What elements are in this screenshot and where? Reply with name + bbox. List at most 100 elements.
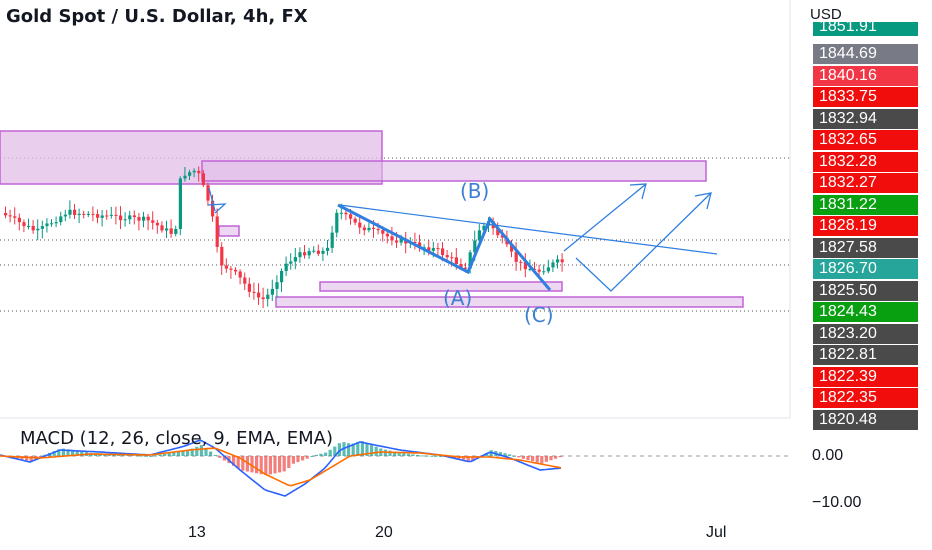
trend-line[interactable] bbox=[339, 204, 718, 255]
candle-body[interactable] bbox=[316, 250, 320, 254]
macd-line[interactable] bbox=[0, 439, 562, 497]
candle-body[interactable] bbox=[266, 294, 270, 300]
price-tag[interactable]: 1831.22 bbox=[813, 194, 918, 215]
candle-body[interactable] bbox=[546, 267, 550, 272]
candle-body[interactable] bbox=[174, 228, 178, 234]
price-tag[interactable]: 1832.28 bbox=[813, 151, 918, 172]
price-tag[interactable]: 1840.16 bbox=[813, 65, 918, 86]
candle-body[interactable] bbox=[128, 215, 132, 220]
candle-body[interactable] bbox=[473, 240, 477, 253]
candle-body[interactable] bbox=[132, 215, 136, 218]
wave-path[interactable] bbox=[337, 203, 552, 291]
candle-body[interactable] bbox=[537, 269, 541, 272]
candle-body[interactable] bbox=[335, 212, 339, 233]
price-tag[interactable]: 1822.81 bbox=[813, 345, 918, 365]
candle-body[interactable] bbox=[13, 216, 17, 218]
candle-body[interactable] bbox=[40, 226, 44, 229]
zone-box[interactable] bbox=[201, 160, 707, 182]
candle-body[interactable] bbox=[257, 292, 261, 298]
candle-body[interactable] bbox=[381, 230, 385, 234]
candle-body[interactable] bbox=[142, 216, 146, 221]
candle-body[interactable] bbox=[270, 288, 274, 295]
candle-body[interactable] bbox=[31, 225, 35, 231]
candle-body[interactable] bbox=[280, 270, 284, 283]
candle-body[interactable] bbox=[353, 218, 357, 223]
candle-body[interactable] bbox=[261, 297, 265, 300]
candle-body[interactable] bbox=[247, 283, 251, 292]
candle-body[interactable] bbox=[307, 251, 311, 256]
candle-body[interactable] bbox=[367, 227, 371, 231]
candle-body[interactable] bbox=[17, 217, 21, 223]
candle-body[interactable] bbox=[560, 259, 564, 263]
candle-body[interactable] bbox=[312, 250, 316, 252]
candle-body[interactable] bbox=[275, 282, 279, 289]
candle-body[interactable] bbox=[289, 261, 293, 264]
candle-body[interactable] bbox=[445, 255, 449, 258]
candle-body[interactable] bbox=[418, 242, 422, 248]
signal-line[interactable] bbox=[0, 447, 562, 487]
price-tag[interactable]: 1822.39 bbox=[813, 366, 918, 387]
candle-body[interactable] bbox=[91, 213, 95, 215]
candle-body[interactable] bbox=[482, 225, 486, 231]
price-tag[interactable]: 1827.58 bbox=[813, 237, 918, 258]
candle-body[interactable] bbox=[551, 262, 555, 268]
candle-body[interactable] bbox=[146, 216, 150, 221]
candle-body[interactable] bbox=[372, 227, 376, 229]
candle-body[interactable] bbox=[211, 200, 215, 217]
candle-body[interactable] bbox=[114, 214, 118, 216]
candle-body[interactable] bbox=[77, 213, 81, 216]
candle-body[interactable] bbox=[105, 215, 109, 217]
candle-body[interactable] bbox=[362, 227, 366, 231]
candle-body[interactable] bbox=[96, 214, 100, 218]
projection-arrows[interactable] bbox=[207, 183, 712, 292]
candle-body[interactable] bbox=[556, 259, 560, 263]
candle-body[interactable] bbox=[63, 214, 67, 217]
candle-body[interactable] bbox=[160, 225, 164, 231]
candle-body[interactable] bbox=[533, 268, 537, 270]
candle-body[interactable] bbox=[528, 268, 532, 270]
price-tag[interactable]: 1823.20 bbox=[813, 323, 918, 344]
candle-body[interactable] bbox=[454, 257, 458, 264]
candle-body[interactable] bbox=[298, 252, 302, 258]
candle-body[interactable] bbox=[542, 271, 546, 273]
zone-box[interactable] bbox=[218, 225, 240, 237]
candle-body[interactable] bbox=[86, 213, 90, 215]
price-tag[interactable]: 1822.35 bbox=[813, 388, 918, 408]
candle-body[interactable] bbox=[169, 228, 173, 234]
zone-box[interactable] bbox=[319, 281, 563, 292]
candle-body[interactable] bbox=[496, 228, 500, 236]
candle-body[interactable] bbox=[54, 222, 58, 224]
candle-body[interactable] bbox=[500, 235, 504, 238]
candle-body[interactable] bbox=[234, 269, 238, 272]
candle-body[interactable] bbox=[519, 261, 523, 263]
candle-body[interactable] bbox=[464, 267, 468, 269]
candle-body[interactable] bbox=[284, 263, 288, 271]
candle-body[interactable] bbox=[431, 248, 435, 251]
candle-body[interactable] bbox=[151, 220, 155, 223]
candle-body[interactable] bbox=[109, 214, 113, 216]
candle-body[interactable] bbox=[201, 173, 205, 186]
price-tag[interactable]: 1832.65 bbox=[813, 130, 918, 150]
candle-body[interactable] bbox=[252, 291, 256, 293]
candle-body[interactable] bbox=[45, 223, 49, 227]
candle-body[interactable] bbox=[229, 268, 233, 270]
candle-body[interactable] bbox=[8, 215, 12, 217]
candle-body[interactable] bbox=[344, 212, 348, 215]
candle-body[interactable] bbox=[459, 263, 463, 268]
zone-box[interactable] bbox=[275, 296, 744, 308]
candle-body[interactable] bbox=[358, 222, 362, 228]
candle-body[interactable] bbox=[27, 225, 31, 227]
candle-body[interactable] bbox=[436, 248, 440, 250]
candle-body[interactable] bbox=[330, 232, 334, 248]
candle-body[interactable] bbox=[385, 233, 389, 237]
candle-body[interactable] bbox=[293, 257, 297, 262]
price-tag[interactable]: 1825.50 bbox=[813, 280, 918, 301]
price-tag[interactable]: 1824.43 bbox=[813, 302, 918, 322]
candle-body[interactable] bbox=[183, 175, 187, 179]
candle-body[interactable] bbox=[22, 222, 26, 227]
candle-body[interactable] bbox=[119, 215, 123, 221]
candle-body[interactable] bbox=[188, 172, 192, 176]
candle-body[interactable] bbox=[36, 228, 40, 231]
candle-body[interactable] bbox=[450, 257, 454, 259]
